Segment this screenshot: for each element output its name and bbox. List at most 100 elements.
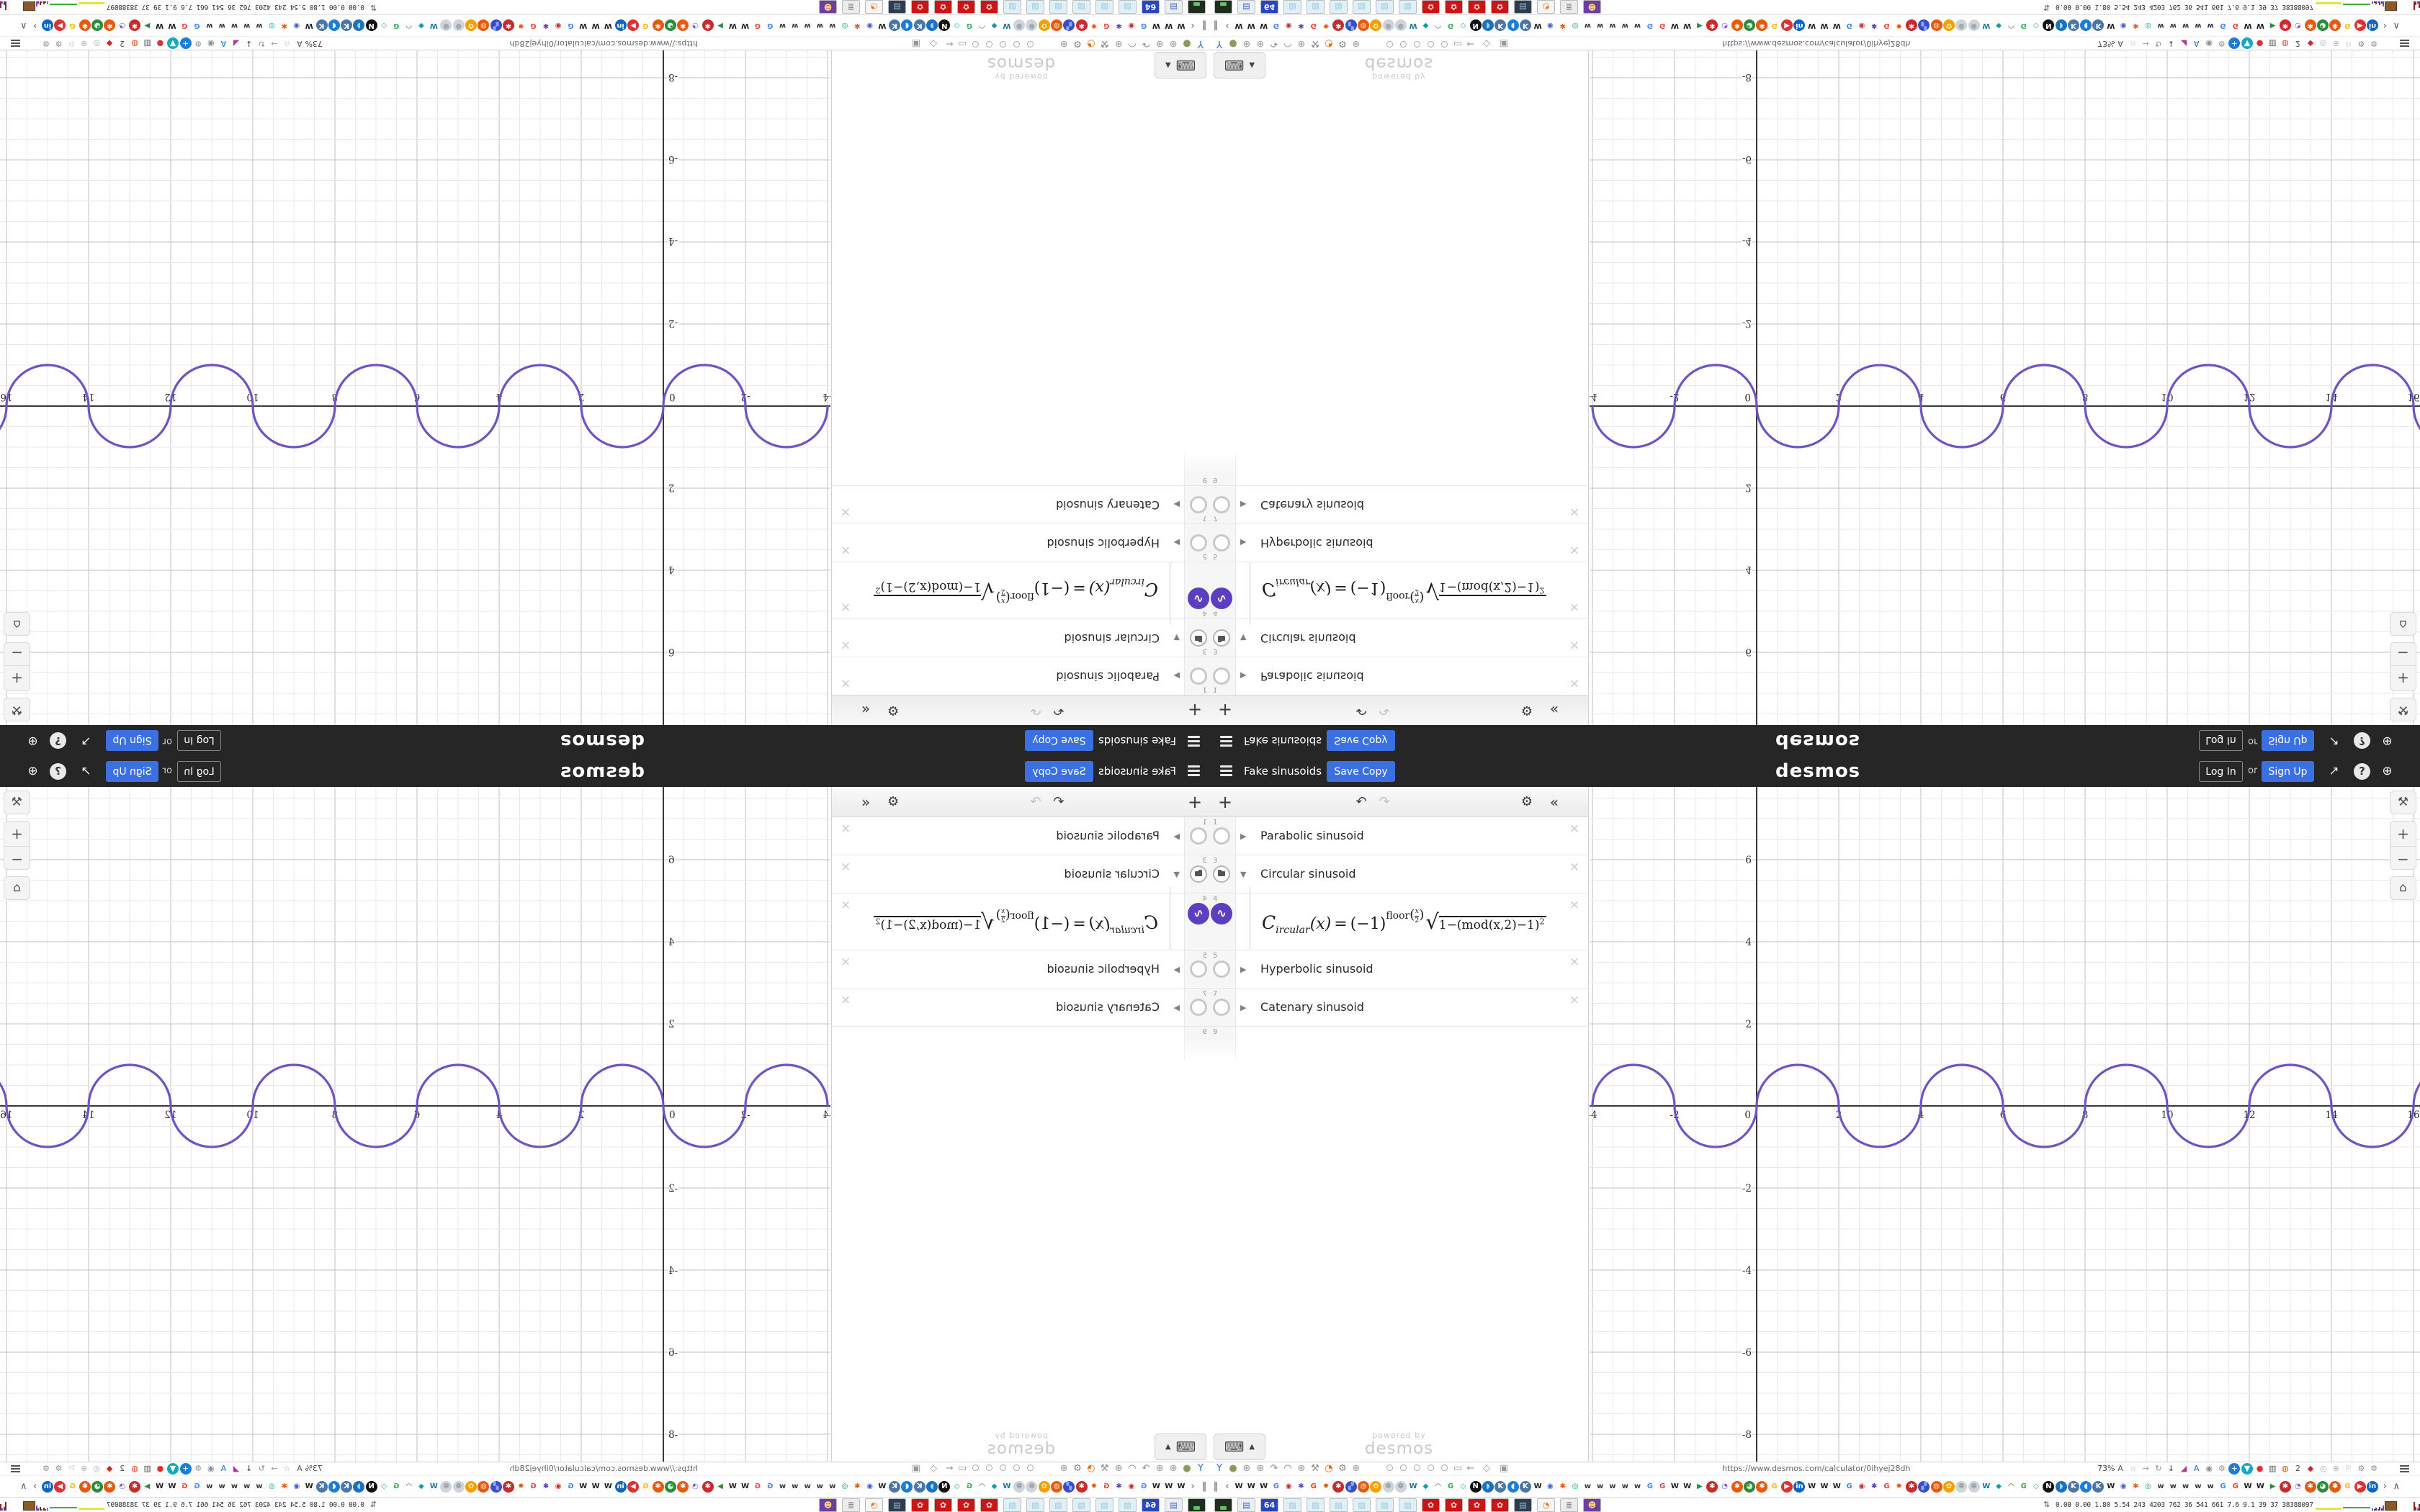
tab-scroll-icon[interactable]: ∧	[2393, 20, 2401, 31]
tab-favicon[interactable]: w	[1594, 19, 1606, 32]
extension-icon[interactable]: A	[297, 1464, 302, 1473]
taskbar-tile[interactable]: ≣	[1560, 0, 1578, 14]
tab-favicon[interactable]: ◇	[378, 19, 390, 32]
taskbar-tile[interactable]: ▨	[1376, 1498, 1394, 1512]
taskbar-tile[interactable]: ✿	[1445, 0, 1463, 14]
extension-icon[interactable]: 2	[2295, 1464, 2300, 1473]
bookmark-dot-icon[interactable]	[1000, 1464, 1006, 1471]
tab-favicon[interactable]: ◆	[415, 19, 427, 32]
tab-scroll-icon[interactable]: ‖	[1213, 20, 1219, 31]
tab-favicon[interactable]: ◗	[926, 19, 938, 32]
open-folder-icon[interactable]	[1190, 865, 1207, 883]
tab-favicon[interactable]: G	[1768, 1480, 1780, 1493]
menu-icon[interactable]	[1220, 736, 1232, 747]
expression-row-circular[interactable]: 3 ▼ Circular sinusoid ×	[832, 855, 1210, 894]
tab-favicon[interactable]: ✱	[104, 19, 116, 32]
extension-icon[interactable]: ▥	[2268, 39, 2277, 48]
tab-favicon[interactable]: w	[1606, 1480, 1618, 1493]
tab-favicon[interactable]: G	[2017, 19, 2030, 32]
taskbar-tile[interactable]: 64	[1260, 0, 1278, 14]
tab-favicon[interactable]: W	[1980, 19, 1992, 32]
taskbar-tile[interactable]: ▤	[1237, 1498, 1255, 1512]
tab-favicon[interactable]: W	[1162, 19, 1175, 32]
tab-favicon[interactable]: ◠	[976, 1480, 988, 1493]
folder-icon[interactable]	[1213, 496, 1230, 513]
menu-icon[interactable]	[1188, 765, 1200, 776]
expression-row-circular[interactable]: 3 ▼ Circular sinusoid ×	[1210, 618, 1588, 657]
tab-favicon[interactable]: K	[1494, 1480, 1507, 1493]
taskbar-tile[interactable]: ▤	[1514, 0, 1532, 14]
tab-favicon[interactable]: G	[764, 19, 776, 32]
help-icon[interactable]: ?	[50, 732, 66, 749]
circular-sinusoid-curve[interactable]	[0, 364, 829, 449]
folder-icon[interactable]	[1190, 827, 1207, 845]
tab-favicon[interactable]: w	[2154, 19, 2166, 32]
close-icon[interactable]: ×	[841, 638, 851, 652]
url-text[interactable]: https://www.desmos.com/calculator/0ihyej…	[1722, 39, 1911, 48]
tab-favicon[interactable]: ✸	[1320, 19, 1332, 32]
taskbar-tile[interactable]: ▨	[1095, 1498, 1113, 1512]
tab-favicon[interactable]: ❁	[1382, 19, 1394, 32]
taskbar-tile[interactable]: ✿	[980, 0, 998, 14]
extension-icon[interactable]: A	[2193, 1464, 2200, 1473]
folder-icon[interactable]	[1213, 534, 1230, 552]
tab-favicon[interactable]: ✸	[515, 19, 527, 32]
extension-icon[interactable]: ☆	[2129, 39, 2137, 48]
tab-favicon[interactable]: ◉	[290, 1480, 302, 1493]
tab-favicon[interactable]: ◕	[664, 19, 676, 32]
tab-favicon[interactable]: ◍	[478, 1480, 490, 1493]
extension-icon[interactable]: ◉	[2205, 39, 2213, 48]
tab-favicon[interactable]: G	[2217, 1480, 2229, 1493]
toolbar-icon[interactable]: ●	[1183, 1463, 1191, 1474]
extension-icon[interactable]: A	[2118, 39, 2123, 48]
tab-favicon[interactable]: W	[2242, 1480, 2254, 1493]
tab-favicon[interactable]: W	[2105, 1480, 2117, 1493]
bookmark-dot-icon[interactable]	[1441, 1464, 1448, 1471]
extension-icon[interactable]: +	[2228, 37, 2241, 49]
toolbar-icon[interactable]: ◠	[1283, 1463, 1292, 1474]
extension-icon[interactable]: ◉	[207, 1464, 215, 1473]
browser-menu-icon[interactable]	[2400, 1465, 2409, 1472]
taskbar-tile[interactable]: ▨	[1283, 0, 1301, 14]
toolbar-icon[interactable]: ⊕	[1352, 38, 1361, 49]
close-icon[interactable]: ×	[1569, 676, 1579, 690]
tab-favicon[interactable]: W	[1245, 19, 1258, 32]
extension-icon[interactable]: ●	[2256, 1464, 2264, 1473]
tab-favicon[interactable]: ✱	[278, 19, 290, 32]
tab-favicon[interactable]: K	[1519, 1480, 1531, 1493]
tab-favicon[interactable]: ✱	[652, 19, 664, 32]
tab-favicon[interactable]: ▶	[2267, 19, 2279, 32]
tab-favicon[interactable]: ▶	[714, 1480, 727, 1493]
tab-favicon[interactable]: ◠	[2005, 19, 2017, 32]
tab-favicon[interactable]: ✸	[515, 1480, 527, 1493]
tab-favicon[interactable]: ◠	[1432, 1480, 1444, 1493]
tab-favicon[interactable]: G	[1644, 19, 1656, 32]
tab-favicon[interactable]: G	[1445, 19, 1457, 32]
zoom-in-button[interactable]: +	[4, 822, 30, 847]
tab-favicon[interactable]: N	[2043, 1480, 2055, 1493]
tab-favicon[interactable]: N	[365, 1480, 377, 1493]
save-copy-button[interactable]: Save Copy	[1327, 730, 1395, 751]
bookmark-dot-icon[interactable]	[1013, 41, 1020, 48]
tab-favicon[interactable]: ❁	[1968, 19, 1980, 32]
taskbar-tile[interactable]: ▨	[1307, 0, 1325, 14]
tab-favicon[interactable]: ◠	[1432, 19, 1444, 32]
tab-favicon[interactable]: ✱	[1731, 19, 1743, 32]
tab-favicon[interactable]: ◆	[1420, 1480, 1432, 1493]
tab-favicon[interactable]: W	[577, 19, 589, 32]
tab-favicon[interactable]: ✱	[129, 19, 141, 32]
tab-favicon[interactable]: w	[2154, 1480, 2166, 1493]
tab-favicon[interactable]: W	[577, 1480, 589, 1493]
extension-icon[interactable]: ↓	[2167, 39, 2174, 48]
tab-favicon[interactable]: W	[1681, 1480, 1693, 1493]
undo-icon[interactable]: ↶	[1053, 794, 1065, 809]
tab-favicon[interactable]: G	[751, 1480, 763, 1493]
tab-favicon[interactable]: G	[66, 19, 79, 32]
taskbar-tile[interactable]: ▃	[1214, 0, 1232, 14]
extension-icon[interactable]: ☆	[283, 39, 291, 48]
taskbar-tile[interactable]: ☻	[819, 0, 837, 14]
taskbar-tile[interactable]: ☻	[1583, 1498, 1601, 1512]
